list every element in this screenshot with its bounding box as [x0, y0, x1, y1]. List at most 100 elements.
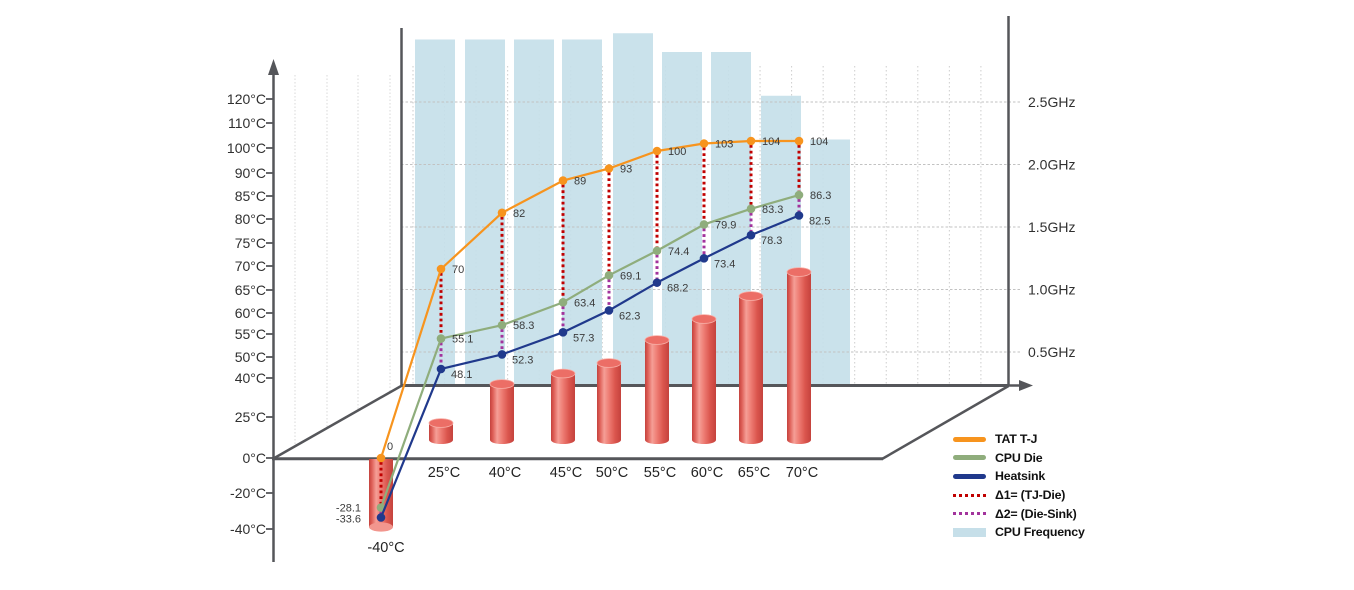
cylinder-top — [644, 335, 670, 345]
data-point — [794, 211, 804, 220]
cylinder-bottom — [597, 436, 621, 444]
data-point — [436, 334, 446, 343]
data-label: 52.3 — [512, 354, 533, 366]
data-point — [746, 204, 756, 214]
cylinder-bottom — [787, 436, 811, 444]
data-point — [558, 328, 568, 337]
data-label: 78.3 — [761, 235, 782, 247]
data-label: 86.3 — [810, 190, 831, 202]
category-label: 60°C — [691, 465, 723, 481]
category-label: 65°C — [738, 465, 770, 481]
legend-item: Δ1= (TJ-Die) — [953, 486, 1085, 505]
cylinder-bottom — [692, 436, 716, 444]
frequency-tick-label: 0.5GHz — [1028, 344, 1075, 360]
category-label: 45°C — [550, 465, 582, 481]
data-label: 62.3 — [619, 310, 640, 322]
cylinder-top — [738, 291, 764, 301]
floor-right-edge — [881, 384, 1010, 461]
cylinder-top — [489, 379, 515, 389]
cylinder-top — [596, 358, 622, 368]
data-label: 83.3 — [762, 204, 783, 216]
legend-label: Δ1= (TJ-Die) — [995, 488, 1066, 503]
data-point — [558, 298, 568, 307]
ambient-cylinder — [550, 368, 576, 444]
cylinder-body — [739, 296, 763, 440]
cylinder-bottom — [490, 436, 514, 444]
cylinder-top — [786, 267, 812, 277]
temperature-tick-label: 90°C — [235, 165, 266, 181]
legend-label: CPU Frequency — [995, 525, 1085, 540]
data-point — [699, 139, 709, 148]
legend-label: CPU Die — [995, 450, 1043, 465]
category-label: 50°C — [596, 465, 628, 481]
tat-t-j-series: 0 70 82 89 93 100 103 104 104 — [376, 136, 828, 463]
data-label: 82.5 — [809, 216, 830, 228]
data-point — [652, 146, 662, 156]
data-label: 103 — [715, 139, 733, 151]
data-label: 79.9 — [715, 219, 736, 231]
cylinder-top — [428, 418, 454, 428]
data-label: 74.4 — [668, 246, 689, 258]
data-label: 0 — [387, 441, 393, 453]
delta1-connectors — [379, 145, 801, 504]
data-label: 100 — [668, 146, 686, 158]
cylinder-body — [490, 384, 514, 440]
data-label: 82 — [513, 208, 525, 220]
data-point — [746, 230, 756, 240]
data-label: -28.1 — [336, 503, 361, 515]
legend-swatch-bar-icon — [953, 527, 986, 537]
legend-swatch-line-icon — [953, 455, 986, 461]
data-label: 68.2 — [667, 283, 688, 295]
data-label: 104 — [810, 136, 828, 148]
legend-swatch-dotted-icon — [953, 493, 986, 497]
data-point — [604, 271, 614, 280]
cylinder-bottom — [739, 436, 763, 444]
data-label: 55.1 — [452, 334, 473, 346]
heatsink-series: -33.6 48.1 52.3 57.3 62.3 68.2 73.4 78.3 82.5 — [336, 211, 830, 525]
data-point — [497, 350, 507, 359]
cylinder-bottom — [551, 436, 575, 444]
cylinder-body — [429, 423, 453, 440]
category-axis-labels: -40°C 25°C 40°C 45°C 50°C 55°C 60°C 65°C 70°C — [367, 465, 818, 556]
data-label: 70 — [452, 264, 464, 276]
temperature-tick-label: 80°C — [235, 211, 266, 227]
cylinder-body — [645, 340, 669, 440]
frequency-tick-label: 2.5GHz — [1028, 94, 1075, 110]
cylinder-body — [551, 373, 575, 440]
floor-left-edge — [272, 384, 403, 460]
legend-label: Heatsink — [995, 469, 1046, 484]
legend-swatch-line-icon — [953, 436, 986, 442]
temperature-tick-label: -40°C — [230, 521, 266, 537]
data-point — [604, 164, 614, 173]
legend-item: TAT T-J — [953, 430, 1085, 449]
frequency-axis-labels: 2.5GHz 2.0GHz 1.5GHz 1.0GHz 0.5GHz — [1028, 94, 1075, 360]
ambient-cylinder — [428, 418, 454, 444]
cpu-die-series: -28.1 55.1 58.3 63.4 69.1 74.4 79.9 83.3 86.3 — [336, 190, 832, 515]
cpu-frequency-bar — [562, 39, 602, 385]
data-point — [652, 278, 662, 287]
data-point — [558, 176, 568, 185]
temperature-tick-label: 25°C — [235, 409, 266, 425]
data-point — [497, 208, 507, 218]
data-point — [497, 320, 507, 330]
temperature-tick-label: 110°C — [228, 115, 266, 131]
legend-swatch-line-icon — [953, 473, 986, 479]
cylinder-body — [692, 319, 716, 440]
ambient-cylinder — [786, 267, 812, 444]
cpu-frequency-bar — [810, 139, 850, 385]
data-point — [794, 136, 804, 146]
category-label: -40°C — [367, 540, 404, 556]
legend-label: TAT T-J — [995, 432, 1038, 447]
cpu-frequency-bars — [415, 33, 850, 385]
temperature-tick-label: 70°C — [235, 258, 266, 274]
temperature-tick-label: 0°C — [243, 450, 267, 466]
legend-swatch-dotted-icon — [953, 512, 986, 516]
data-label: -33.6 — [336, 513, 361, 525]
temperature-tick-label: 85°C — [235, 188, 266, 204]
temperature-tick-label: 75°C — [235, 235, 266, 251]
temperature-tick-label: 50°C — [235, 349, 266, 365]
data-label: 57.3 — [573, 332, 594, 344]
cylinder-body — [597, 363, 621, 440]
x-axis-arrow-icon — [1019, 380, 1033, 391]
